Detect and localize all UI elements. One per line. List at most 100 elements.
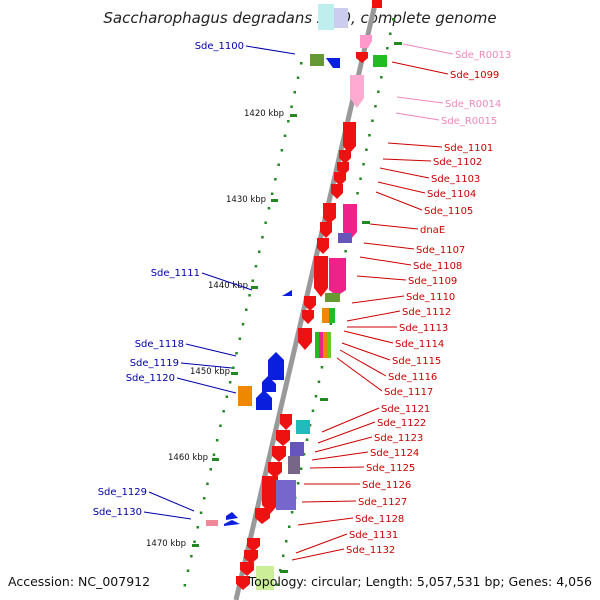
gene-glyph [262,476,278,514]
gene-glyph [256,566,274,590]
cds-feature-block [334,8,348,28]
gene-label: Sde_1116 [388,372,437,383]
gene-label: Sde_R0013 [455,50,511,61]
gene-label: Sde_1125 [366,463,415,474]
leader-line [396,96,444,104]
track-dot [285,540,288,543]
gene-label: Sde_1110 [406,292,455,303]
track-dot [317,380,321,383]
track-dot [305,438,309,441]
leader-line [291,548,345,561]
track-dot [320,366,324,369]
track-dot [299,467,303,470]
track-dot [287,120,290,123]
gene-label: Sde_1100 [195,41,244,52]
gene-label: Sde_1119 [130,358,179,369]
gene-glyph [373,55,387,67]
leader-line [180,362,233,369]
leader-line [321,407,380,433]
track-dot [377,90,380,93]
topology-label: Topology: circular; Length: 5,057,531 bp… [248,574,592,589]
kbp-label: 1440 kbp [208,281,248,291]
track-dot [374,105,377,108]
track-dot [215,439,219,442]
leader-line [317,421,376,444]
leader-line [245,45,296,55]
track-dot [222,410,225,413]
gene-glyph [320,222,332,238]
track-dot [254,265,258,268]
gene-label: Sde_1112 [402,307,451,318]
accession-label: Accession: NC_007912 [8,574,150,589]
gene-glyph [326,58,340,68]
gene-glyph [268,352,284,380]
track-dot [288,525,291,528]
leader-line [341,342,391,361]
track-dot [274,178,277,181]
leader-line [314,436,373,453]
gene-label: Sde_1122 [377,418,426,429]
kbp-tick [212,458,219,461]
gene-glyph [310,54,324,66]
gene-glyph [256,390,272,410]
gene-glyph [240,562,254,576]
gene-glyph [290,442,304,456]
right-labels: Sde_R0013 Sde_1099 Sde_R0014 Sde_R0015 Sde_1… [291,43,511,561]
track-dot [209,468,212,471]
left-labels: Sde_1100 Sde_1111 Sde_1118 Sde_1119 Sde_… [93,41,296,520]
track-dot [203,497,206,500]
kbp-tick [271,199,278,202]
leader-line [391,61,449,75]
leader-line [343,330,394,344]
track-dot [311,409,315,412]
gene-glyph [331,184,343,199]
gene-glyph [226,512,238,520]
gene-glyph [244,550,258,564]
track-dot [238,337,242,340]
track-dot [190,555,193,558]
track-dot [232,366,235,369]
gene-label: Sde_1121 [381,404,430,415]
gene-glyph [327,332,331,358]
track-dot [186,569,190,572]
track-dot [389,32,392,35]
gene-label: Sde_1105 [424,206,473,217]
gene-glyph [319,332,323,358]
gene-glyph [224,520,240,526]
gene-label: Sde_1114 [395,339,444,350]
gene-label: Sde_1128 [355,514,404,525]
leader-line [176,377,237,394]
leader-line [387,142,443,148]
gene-glyph [356,52,368,63]
kbp-label: 1430 kbp [226,195,266,205]
gene-glyph [339,150,351,164]
track-dot [314,395,318,398]
gene-glyph [236,576,250,590]
track-dot [365,148,368,151]
kbp-label: 1470 kbp [146,539,186,549]
rna-gene-glyph [360,35,372,48]
track-dot [329,322,333,325]
gene-label: Sde_1132 [346,545,395,556]
track-dot [300,62,303,65]
track-dot [368,134,371,137]
gene-label: Sde_1118 [135,339,184,350]
map-title: Saccharophagus degradans 2-40, complete … [103,9,496,27]
leader-line [356,275,407,281]
gene-glyph [288,456,300,474]
track-dot [199,511,203,514]
track-dot [193,540,196,543]
kbp-label: 1450 kbp [190,367,230,377]
leader-line [351,295,405,304]
kbp-tick [231,372,238,375]
track-dot [359,177,362,180]
gene-glyph [268,462,282,478]
gene-label: Sde_1103 [431,174,480,185]
gene-label: Sde_1101 [444,143,493,154]
forward-genes [236,0,387,590]
gene-label: Sde_1113 [399,323,448,334]
gene-label: Sde_1126 [362,480,411,491]
track-dot [283,134,287,137]
gene-glyph [314,256,328,297]
